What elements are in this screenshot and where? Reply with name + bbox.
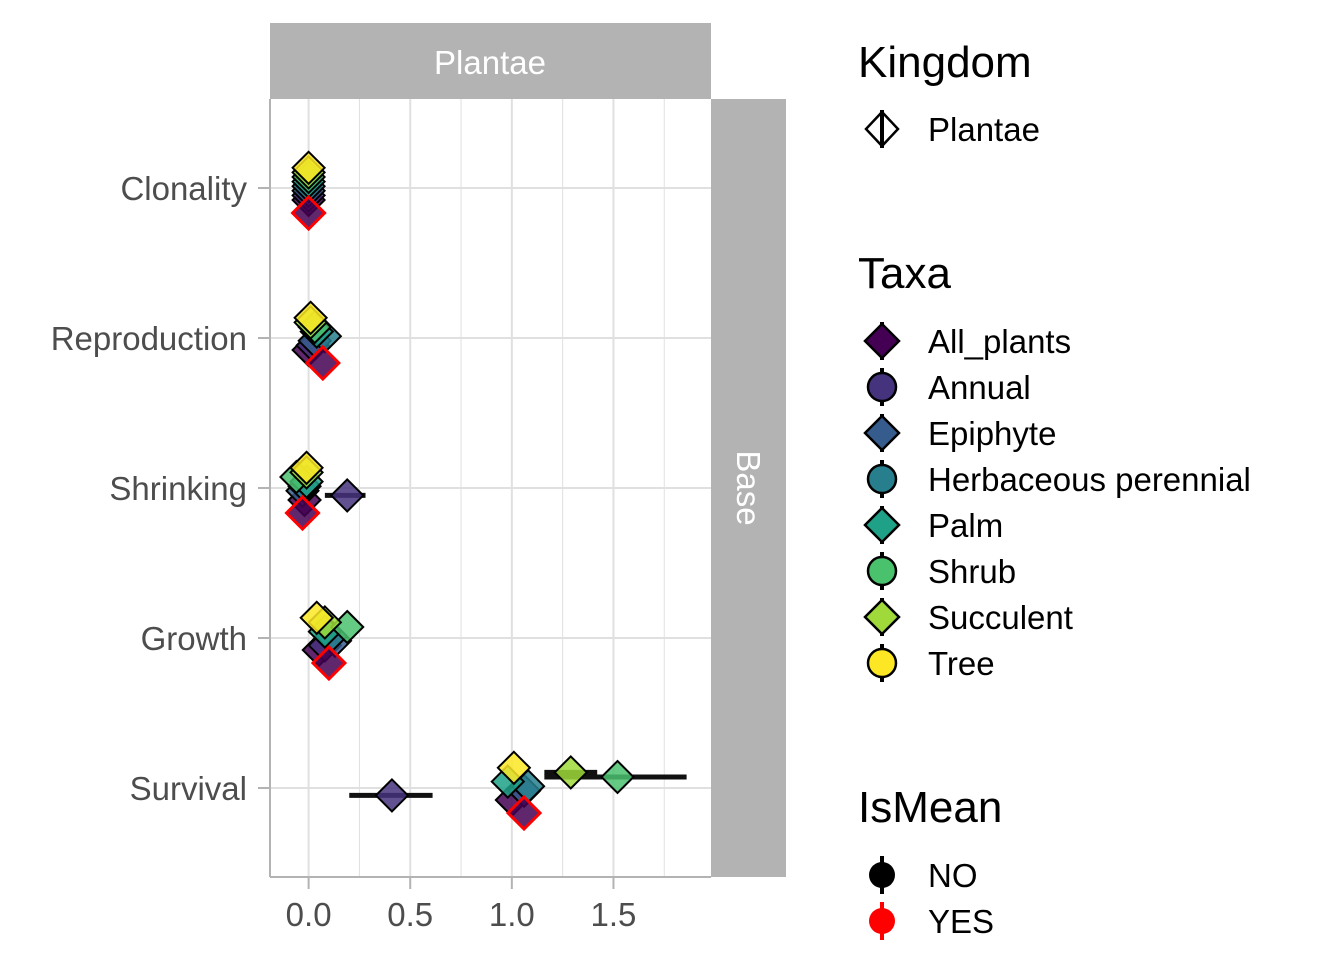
legend-diamond-icon [863,414,901,452]
taxa-legend-items: All_plants Annual Epiphyte Herbaceous peren… [863,322,1251,682]
point-survival-tree [496,750,532,786]
legend-label-plantae: Plantae [928,111,1040,148]
point-shrinking-all-plants-mean [284,494,321,532]
legend-item-all-plants: All_plants [863,322,1071,360]
legend-circle-icon [866,371,898,403]
legend-diamond-icon [863,598,901,636]
legend-diamond-icon [863,506,901,544]
legend-item-tree: Tree [866,644,995,682]
point-shrinking-tree [289,450,324,486]
legend: Kingdom Plantae Taxa All_plants Annual Epi… [858,38,1251,940]
legend-label-all-plants: All_plants [928,323,1071,360]
data-points [279,150,635,832]
legend-title-taxa: Taxa [858,249,951,298]
y-tick-label-growth: Growth [141,620,247,657]
point-growth-tree [299,600,335,636]
legend-item-epiphyte: Epiphyte [863,414,1056,452]
x-tick-label: 0.5 [387,896,433,933]
facet-strip-right [711,99,786,877]
point-growth-all-plants-mean [310,644,348,682]
y-tick-label-reproduction: Reproduction [51,320,247,357]
legend-label-epiphyte: Epiphyte [928,415,1056,452]
facet-label-base: Base [730,450,767,525]
legend-circle-icon [866,463,898,495]
legend-label-shrub: Shrub [928,553,1016,590]
legend-label-tree: Tree [928,645,995,682]
point-clonality-all-plants-mean [290,194,327,232]
legend-circle-icon [866,647,898,679]
point-clonality-tree [291,150,327,186]
gridlines [270,99,711,877]
legend-title-kingdom: Kingdom [858,38,1032,87]
legend-item-shrub: Shrub [866,552,1016,590]
legend-diamond-icon [863,322,901,360]
legend-item-succulent: Succulent [863,598,1073,636]
y-tick-label-clonality: Clonality [120,170,247,207]
point-shrinking-annual [329,477,365,513]
legend-label-yes: YES [928,903,994,940]
kingdom-diamond-icon [864,110,900,148]
legend-item-herbaceous-perennial: Herbaceous perennial [866,460,1251,498]
point-survival-annual [374,777,410,813]
legend-item-annual: Annual [866,368,1031,406]
legend-label-herbaceous-perennial: Herbaceous perennial [928,461,1251,498]
point-survival-all-plants-mean [505,794,543,832]
point-reproduction-all-plants-mean [304,344,341,382]
facet-strip-top [270,23,711,99]
legend-item-palm: Palm [863,506,1003,544]
legend-item-no: NO [869,856,978,894]
legend-title-ismean: IsMean [858,783,1002,832]
legend-label-no: NO [928,857,978,894]
facet-label-plantae: Plantae [434,44,546,81]
legend-item-plantae: Plantae [864,110,1040,148]
point-survival-shrub [600,759,635,795]
y-tick-label-shrinking: Shrinking [109,470,247,507]
x-tick-label: 1.5 [591,896,637,933]
x-axis-labels: 0.0 0.5 1.0 1.5 [286,877,637,933]
point-reproduction-tree [293,300,329,336]
ismean-yes-circle-icon [869,908,895,934]
legend-circle-icon [866,555,898,587]
legend-label-annual: Annual [928,369,1031,406]
point-survival-succulent [553,754,589,790]
y-axis-labels: Clonality Reproduction Shrinking Growth Surv… [51,170,270,807]
legend-label-palm: Palm [928,507,1003,544]
legend-item-yes: YES [869,902,994,940]
y-tick-label-survival: Survival [130,770,247,807]
ismean-no-circle-icon [869,862,895,888]
legend-label-succulent: Succulent [928,599,1073,636]
x-tick-label: 0.0 [286,896,332,933]
x-tick-label: 1.0 [489,896,535,933]
